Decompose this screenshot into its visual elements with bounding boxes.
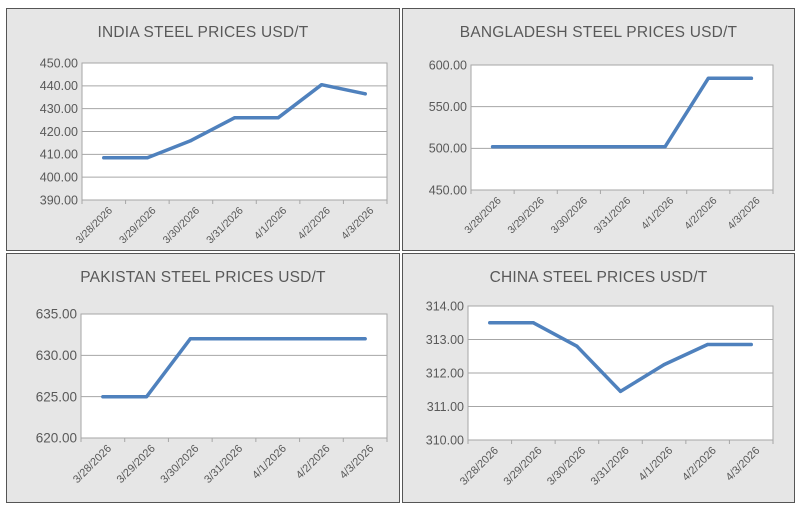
x-tick-label: 4/3/2026 bbox=[724, 445, 763, 484]
x-tick-label: 3/29/2026 bbox=[115, 443, 158, 486]
data-point bbox=[189, 139, 193, 143]
data-point bbox=[320, 83, 324, 87]
y-tick-label: 400.00 bbox=[40, 171, 78, 185]
pakistan-chart-panel: PAKISTAN STEEL PRICES USD/T 620.00 625.00 6… bbox=[6, 253, 400, 503]
x-tick-label: 4/1/2026 bbox=[637, 445, 676, 484]
plot-area bbox=[470, 64, 774, 191]
data-point bbox=[363, 337, 367, 341]
x-tick-label: 3/29/2026 bbox=[501, 445, 544, 488]
x-tick-label: 3/31/2026 bbox=[202, 443, 245, 486]
bangladesh-chart-svg: 450.00 500.00 550.00 600.00 3/28/2026 3/29/20… bbox=[429, 58, 774, 237]
chart-title: BANGLADESH STEEL PRICES USD/T bbox=[459, 24, 738, 41]
data-point bbox=[102, 156, 106, 160]
x-tick-label: 3/28/2026 bbox=[71, 443, 114, 486]
y-tick-label: 311.00 bbox=[427, 400, 464, 414]
y-tick-label: 310.00 bbox=[426, 433, 464, 447]
x-tick-label: 3/28/2026 bbox=[462, 195, 504, 237]
india-chart-panel: INDIA STEEL PRICES USD/T 390.00 400.00 410.… bbox=[6, 8, 400, 251]
y-tick-label: 430.00 bbox=[40, 102, 78, 116]
data-point bbox=[706, 76, 710, 80]
data-point bbox=[101, 395, 105, 399]
data-point bbox=[618, 389, 623, 394]
data-point bbox=[319, 337, 324, 341]
data-point bbox=[488, 321, 492, 325]
y-tick-label: 313.00 bbox=[426, 333, 464, 347]
data-point bbox=[145, 156, 149, 160]
data-point bbox=[490, 145, 495, 149]
x-tick-label: 4/3/2026 bbox=[725, 195, 762, 232]
data-point bbox=[232, 337, 236, 341]
y-tick-label: 390.00 bbox=[40, 193, 78, 207]
chart-title: CHINA STEEL PRICES USD/T bbox=[489, 269, 708, 286]
y-tick-label: 420.00 bbox=[40, 125, 78, 139]
y-tick-label: 550.00 bbox=[429, 100, 467, 114]
bangladesh-chart-panel: BANGLADESH STEEL PRICES USD/T 450.00 500.0… bbox=[402, 8, 795, 251]
data-point bbox=[620, 145, 624, 149]
y-tick-label: 450.00 bbox=[40, 56, 78, 70]
x-tick-label: 4/2/2026 bbox=[680, 445, 719, 484]
x-tick-label: 3/28/2026 bbox=[458, 445, 501, 488]
data-point bbox=[531, 321, 535, 325]
y-tick-label: 500.00 bbox=[429, 142, 467, 156]
china-chart-panel: CHINA STEEL PRICES USD/T 310.00 311.00 312.… bbox=[402, 253, 795, 503]
y-tick-label: 620.00 bbox=[36, 431, 77, 446]
x-tick-label: 4/1/2026 bbox=[639, 195, 676, 232]
data-point bbox=[662, 363, 666, 367]
y-tick-label: 630.00 bbox=[36, 348, 77, 363]
x-tick-label: 4/3/2026 bbox=[338, 443, 377, 482]
x-tick-label: 4/2/2026 bbox=[682, 195, 719, 232]
data-point bbox=[577, 145, 581, 149]
x-tick-label: 4/2/2026 bbox=[295, 205, 332, 242]
x-tick-label: 3/28/2026 bbox=[73, 205, 115, 247]
y-tick-label: 312.00 bbox=[426, 366, 464, 380]
x-tick-label: 4/2/2026 bbox=[294, 443, 333, 482]
x-tick-label: 3/31/2026 bbox=[592, 195, 634, 237]
x-tick-label: 3/30/2026 bbox=[158, 443, 201, 486]
data-point bbox=[534, 145, 538, 149]
data-point bbox=[232, 116, 237, 120]
x-tick-label: 3/30/2026 bbox=[549, 195, 591, 237]
y-tick-label: 440.00 bbox=[40, 79, 78, 93]
data-point bbox=[276, 337, 280, 341]
x-tick-label: 4/3/2026 bbox=[339, 205, 376, 242]
x-tick-label: 4/1/2026 bbox=[250, 443, 289, 482]
x-tick-label: 3/31/2026 bbox=[589, 445, 632, 488]
data-point bbox=[144, 395, 149, 399]
x-tick-label: 3/29/2026 bbox=[505, 195, 547, 237]
plot-area bbox=[80, 313, 388, 439]
y-tick-label: 410.00 bbox=[40, 148, 78, 162]
data-point bbox=[706, 342, 710, 347]
data-point bbox=[663, 145, 667, 149]
y-tick-label: 314.00 bbox=[426, 299, 464, 313]
y-tick-label: 450.00 bbox=[429, 183, 467, 197]
x-tick-label: 3/31/2026 bbox=[204, 205, 246, 247]
y-tick-label: 600.00 bbox=[429, 58, 467, 72]
data-point bbox=[363, 92, 367, 96]
chart-title: PAKISTAN STEEL PRICES USD/T bbox=[80, 269, 326, 286]
india-chart-svg: 390.00 400.00 410.00 420.00 430.00 440.00 450.… bbox=[40, 56, 388, 247]
x-tick-label: 3/30/2026 bbox=[545, 445, 588, 488]
x-tick-label: 3/30/2026 bbox=[161, 205, 203, 247]
x-tick-label: 3/29/2026 bbox=[117, 205, 159, 247]
data-point bbox=[575, 344, 579, 348]
pakistan-chart-svg: 620.00 625.00 630.00 635.00 3/28/2026 3/29/20… bbox=[36, 307, 388, 486]
data-point bbox=[749, 342, 753, 347]
chart-title: INDIA STEEL PRICES USD/T bbox=[97, 24, 309, 41]
data-point bbox=[188, 337, 192, 341]
data-point bbox=[749, 76, 754, 80]
x-tick-label: 4/1/2026 bbox=[252, 205, 289, 242]
data-point bbox=[276, 116, 280, 120]
y-tick-label: 625.00 bbox=[36, 389, 77, 404]
y-tick-label: 635.00 bbox=[36, 307, 77, 322]
